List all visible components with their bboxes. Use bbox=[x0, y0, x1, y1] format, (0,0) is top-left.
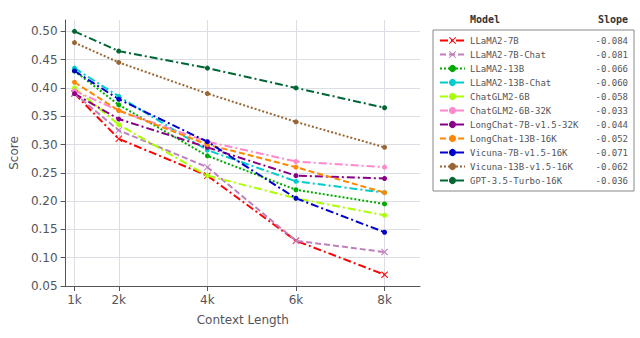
svg-text:0.05: 0.05 bbox=[31, 279, 58, 293]
svg-text:-0.066: -0.066 bbox=[595, 64, 628, 74]
svg-text:Model: Model bbox=[470, 14, 500, 25]
svg-text:-0.071: -0.071 bbox=[595, 148, 628, 158]
svg-text:LLaMA2-13B-Chat: LLaMA2-13B-Chat bbox=[470, 78, 551, 88]
svg-text:Context Length: Context Length bbox=[197, 313, 289, 327]
svg-text:0.20: 0.20 bbox=[31, 194, 58, 208]
svg-text:Score: Score bbox=[7, 136, 21, 170]
svg-text:0.40: 0.40 bbox=[31, 81, 58, 95]
svg-text:ChatGLM2-6B: ChatGLM2-6B bbox=[470, 92, 530, 102]
svg-text:GPT-3.5-Turbo-16K: GPT-3.5-Turbo-16K bbox=[470, 176, 563, 186]
svg-text:0.15: 0.15 bbox=[31, 222, 58, 236]
svg-text:-0.062: -0.062 bbox=[595, 162, 628, 172]
svg-text:-0.081: -0.081 bbox=[595, 50, 628, 60]
svg-text:2k: 2k bbox=[111, 293, 126, 307]
svg-text:6k: 6k bbox=[289, 293, 304, 307]
svg-text:0.35: 0.35 bbox=[31, 109, 58, 123]
svg-text:0.50: 0.50 bbox=[31, 24, 58, 38]
svg-text:-0.036: -0.036 bbox=[595, 176, 628, 186]
svg-text:-0.052: -0.052 bbox=[595, 134, 628, 144]
svg-text:LLaMA2-13B: LLaMA2-13B bbox=[470, 64, 524, 74]
svg-text:1k: 1k bbox=[67, 293, 82, 307]
svg-text:4k: 4k bbox=[200, 293, 215, 307]
svg-text:Vicuna-13B-v1.5-16K: Vicuna-13B-v1.5-16K bbox=[470, 162, 574, 172]
svg-text:-0.033: -0.033 bbox=[595, 106, 628, 116]
svg-text:-0.044: -0.044 bbox=[595, 120, 628, 130]
svg-text:0.10: 0.10 bbox=[31, 251, 58, 265]
svg-text:0.30: 0.30 bbox=[31, 138, 58, 152]
svg-text:-0.084: -0.084 bbox=[595, 36, 628, 46]
svg-text:Slope: Slope bbox=[598, 14, 628, 25]
svg-text:LLaMA2-7B: LLaMA2-7B bbox=[470, 36, 519, 46]
svg-text:LongChat-13B-16K: LongChat-13B-16K bbox=[470, 134, 557, 144]
svg-text:Vicuna-7B-v1.5-16K: Vicuna-7B-v1.5-16K bbox=[470, 148, 568, 158]
svg-text:LongChat-7B-v1.5-32K: LongChat-7B-v1.5-32K bbox=[470, 120, 579, 130]
svg-text:8k: 8k bbox=[377, 293, 392, 307]
svg-text:ChatGLM2-6B-32K: ChatGLM2-6B-32K bbox=[470, 106, 552, 116]
svg-text:LLaMA2-7B-Chat: LLaMA2-7B-Chat bbox=[470, 50, 546, 60]
svg-text:0.25: 0.25 bbox=[31, 166, 58, 180]
svg-text:0.45: 0.45 bbox=[31, 53, 58, 67]
svg-text:-0.058: -0.058 bbox=[595, 92, 628, 102]
svg-text:-0.060: -0.060 bbox=[595, 78, 628, 88]
